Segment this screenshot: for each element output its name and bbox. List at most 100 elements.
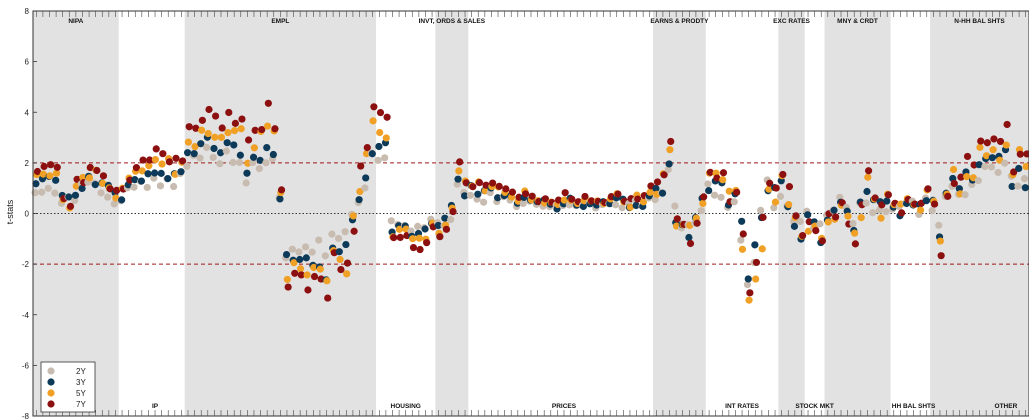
- point-2Y-28: [216, 160, 224, 168]
- point-5Y-1: [39, 170, 47, 178]
- point-2Y-129: [882, 208, 890, 216]
- point-7Y-99: [686, 239, 695, 248]
- point-7Y-35: [264, 99, 272, 107]
- point-2Y-50: [361, 184, 369, 192]
- point-3Y-70: [494, 194, 502, 202]
- point-2Y-119: [816, 220, 824, 228]
- point-7Y-83: [581, 192, 589, 201]
- y-tick-label: 2: [25, 159, 30, 168]
- point-7Y-121: [832, 213, 840, 221]
- point-3Y-47: [342, 240, 350, 249]
- point-7Y-129: [884, 191, 892, 199]
- point-7Y-91: [634, 195, 642, 203]
- point-7Y-110: [759, 213, 767, 221]
- point-5Y-112: [771, 198, 780, 206]
- point-5Y-134: [916, 206, 925, 214]
- point-3Y-28: [216, 149, 225, 157]
- point-3Y-149: [1015, 164, 1023, 173]
- point-5Y-44: [323, 277, 331, 285]
- point-7Y-3: [53, 163, 61, 171]
- y-tick-label: -4: [22, 311, 30, 320]
- point-3Y-27: [210, 144, 218, 153]
- point-3Y-24: [190, 150, 198, 158]
- point-3Y-83: [579, 202, 587, 211]
- point-5Y-31: [237, 125, 245, 133]
- point-5Y-93: [646, 188, 654, 196]
- point-5Y-49: [356, 187, 364, 196]
- point-2Y-34: [255, 165, 263, 173]
- point-2Y-103: [710, 191, 719, 199]
- point-7Y-25: [198, 116, 206, 124]
- point-7Y-70: [495, 182, 503, 190]
- point-5Y-109: [752, 275, 760, 283]
- point-2Y-39: [288, 245, 296, 253]
- point-7Y-106: [733, 188, 741, 196]
- point-7Y-84: [587, 197, 596, 205]
- point-7Y-52: [376, 108, 385, 117]
- point-2Y-1: [38, 188, 46, 196]
- y-tick-labels: -8 -6 -4 -2 0 2 4 6 8: [22, 7, 37, 420]
- point-7Y-49: [357, 162, 365, 170]
- point-2Y-143: [974, 177, 982, 185]
- legend-label-2Y: 2Y: [76, 367, 86, 376]
- point-7Y-111: [766, 179, 774, 187]
- point-2Y-110: [757, 206, 765, 214]
- point-7Y-72: [508, 188, 517, 196]
- point-2Y-66: [466, 191, 475, 199]
- point-3Y-29: [223, 139, 231, 147]
- point-2Y-52: [374, 156, 382, 164]
- point-7Y-21: [172, 154, 180, 162]
- point-2Y-144: [981, 162, 989, 171]
- point-7Y-95: [660, 171, 668, 179]
- point-5Y-40: [296, 265, 305, 273]
- point-7Y-100: [693, 219, 701, 227]
- point-7Y-137: [937, 252, 945, 260]
- x-tick-marks: [35, 11, 1027, 416]
- legend: 2Y 3Y 5Y 7Y: [40, 361, 96, 413]
- point-5Y-105: [725, 187, 733, 195]
- point-5Y-46: [336, 255, 344, 264]
- point-5Y-39: [290, 259, 298, 267]
- point-5Y-38: [283, 275, 291, 284]
- point-7Y-33: [251, 126, 259, 134]
- point-2Y-53: [381, 154, 389, 162]
- point-3Y-36: [269, 150, 277, 159]
- point-7Y-74: [522, 190, 530, 198]
- legend-marker-2Y: [47, 367, 55, 375]
- point-5Y-137: [936, 237, 944, 245]
- point-2Y-45: [328, 230, 336, 238]
- y-tick-label: 6: [25, 58, 30, 67]
- point-7Y-1: [40, 162, 48, 171]
- point-7Y-113: [779, 170, 787, 179]
- point-2Y-88: [611, 201, 620, 209]
- point-7Y-8: [86, 163, 94, 172]
- point-5Y-18: [151, 155, 160, 164]
- point-3Y-148: [1008, 182, 1016, 191]
- point-3Y-5: [65, 193, 73, 201]
- point-7Y-38: [284, 283, 292, 291]
- point-7Y-127: [871, 194, 879, 202]
- bottom-group-label: IP: [152, 403, 159, 410]
- point-3Y-65: [461, 192, 469, 200]
- point-5Y-150: [1022, 162, 1029, 171]
- point-3Y-121: [830, 206, 838, 214]
- point-7Y-75: [528, 192, 536, 200]
- point-2Y-26: [202, 143, 211, 152]
- point-5Y-23: [184, 138, 193, 146]
- point-3Y-145: [988, 154, 996, 162]
- point-5Y-144: [982, 152, 991, 160]
- point-2Y-44: [321, 252, 329, 260]
- y-tick-label: -6: [22, 361, 30, 370]
- point-5Y-30: [230, 127, 239, 135]
- point-7Y-115: [792, 212, 800, 220]
- point-5Y-2: [46, 172, 54, 180]
- point-7Y-64: [456, 158, 464, 166]
- point-7Y-141: [963, 152, 972, 161]
- point-2Y-46: [334, 234, 343, 243]
- point-5Y-139: [949, 165, 958, 174]
- bottom-group-label: PRICES: [552, 403, 577, 410]
- point-2Y-2: [44, 184, 52, 192]
- point-5Y-17: [145, 162, 153, 170]
- y-tick-label: 4: [25, 108, 30, 117]
- point-5Y-126: [864, 173, 872, 181]
